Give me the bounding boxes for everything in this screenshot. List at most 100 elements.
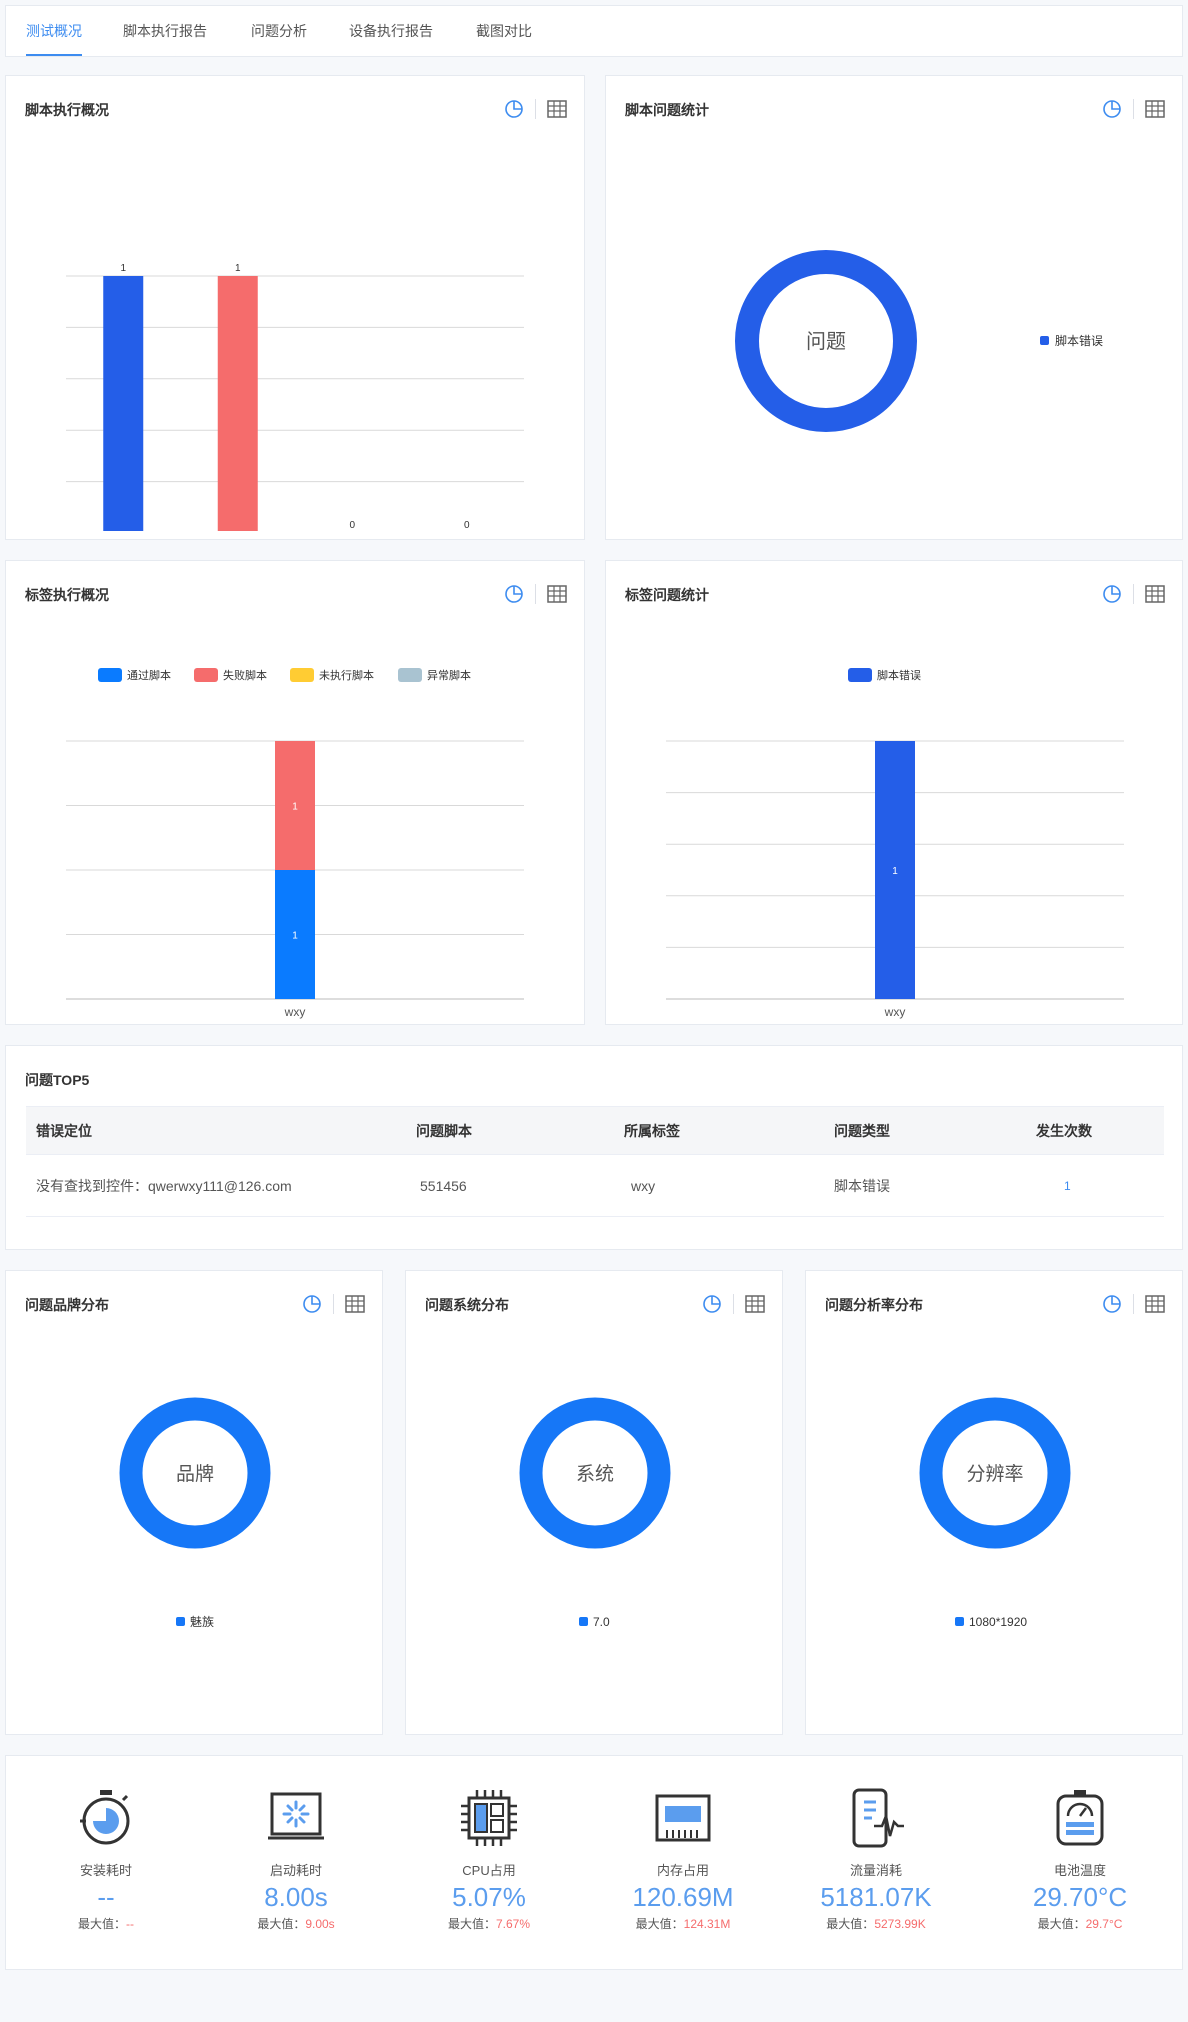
donut-center-label: 系统 <box>576 1463 614 1485</box>
chart-tools <box>701 1293 766 1315</box>
stopwatch-icon <box>80 1790 130 1845</box>
bar <box>217 276 258 531</box>
legend-label: 脚本错误 <box>1055 333 1103 348</box>
column-header: 发生次数 <box>1036 1106 1164 1155</box>
issues-table: 错误定位 问题脚本 所属标签 问题类型 发生次数 没有查找到控件：qwerwxy… <box>26 1106 1164 1217</box>
tab-device-report[interactable]: 设备执行报告 <box>349 23 433 39</box>
donut-center-label: 品牌 <box>176 1463 214 1485</box>
legend-label: 未执行脚本 <box>319 668 374 682</box>
tab-screenshot-compare[interactable]: 截图对比 <box>476 23 532 39</box>
data-label: 1 <box>292 802 298 813</box>
data-label: 1 <box>892 866 898 877</box>
card-title: 问题TOP5 <box>25 1072 90 1088</box>
top5-card: 问题TOP5 错误定位 问题脚本 所属标签 问题类型 发生次数 没有查找到控件：… <box>5 1045 1183 1250</box>
error-location-cell: 没有查找到控件：qwerwxy111@126.com <box>26 1154 406 1217</box>
tab-test-overview[interactable]: 测试概况 <box>26 6 82 56</box>
donut-ring <box>519 1397 671 1549</box>
tab-bar: 测试概况 脚本执行报告 问题分析 设备执行报告 截图对比 <box>5 5 1183 57</box>
metric-cpu-usage: CPU占用 5.07% 最大值：7.67% <box>399 1786 579 1932</box>
chart-tools <box>1101 1293 1166 1315</box>
system-donut: 系统 7.0 <box>519 1397 671 1629</box>
metric-max: 最大值：-- <box>16 1915 196 1932</box>
brand-card: 问题品牌分布 品牌 魅族 <box>5 1270 383 1735</box>
table-view-icon[interactable] <box>1144 98 1166 120</box>
metric-value: 8.00s <box>264 1882 328 1912</box>
bar-segment <box>275 870 315 999</box>
metric-value: -- <box>97 1882 115 1912</box>
pie-chart-icon[interactable] <box>701 1293 723 1315</box>
cpu-chip-icon <box>461 1790 517 1846</box>
metric-label: 启动耗时 <box>269 1863 322 1878</box>
legend-label: 异常脚本 <box>427 668 471 682</box>
occurrence-count-link[interactable]: 1 <box>1036 1154 1164 1217</box>
category-label: wxy <box>284 1005 306 1019</box>
card-title: 问题系统分布 <box>425 1297 509 1313</box>
metric-max: 最大值：9.00s <box>206 1915 386 1932</box>
column-header: 问题类型 <box>826 1106 1036 1155</box>
table-view-icon[interactable] <box>1144 583 1166 605</box>
metric-max: 最大值：7.67% <box>399 1915 579 1932</box>
max-label: 最大值： <box>826 1917 875 1931</box>
tag-stacked-bar-chart: 通过脚本 失败脚本 未执行脚本 异常脚本 1 1 wxy <box>66 668 524 1019</box>
tab-script-report[interactable]: 脚本执行报告 <box>123 23 207 39</box>
tag-overview-card: 标签执行概况 通过脚本 失败脚本 未执行脚本 异常脚本 1 1 wxy <box>5 560 585 1025</box>
table-view-icon[interactable] <box>546 583 568 605</box>
metric-install-time: 安装耗时 -- 最大值：-- <box>16 1786 196 1932</box>
memory-card-icon <box>655 1794 711 1842</box>
pie-chart-icon[interactable] <box>1101 583 1123 605</box>
pie-chart-icon[interactable] <box>1101 1293 1123 1315</box>
column-header: 所属标签 <box>616 1106 826 1155</box>
table-view-icon[interactable] <box>1144 1293 1166 1315</box>
max-value: -- <box>126 1917 134 1931</box>
chart-tools <box>1101 583 1166 605</box>
resolution-card: 问题分析率分布 分辨率 1080*1920 <box>805 1270 1183 1735</box>
donut-ring <box>735 250 917 432</box>
bar <box>103 276 144 531</box>
legend-label: 7.0 <box>593 1615 610 1629</box>
max-value: 124.31M <box>683 1917 731 1931</box>
legend-label: 失败脚本 <box>223 668 267 682</box>
metric-traffic-usage: 流量消耗 5181.07K 最大值：5273.99K <box>786 1786 966 1932</box>
donut-center-label: 分辨率 <box>966 1463 1023 1485</box>
table-view-icon[interactable] <box>546 98 568 120</box>
metric-label: 内存占用 <box>656 1863 709 1878</box>
column-header: 错误定位 <box>26 1106 406 1155</box>
table-view-icon[interactable] <box>744 1293 766 1315</box>
legend-swatch <box>398 668 422 682</box>
max-value: 29.7°C <box>1085 1917 1123 1931</box>
issue-type-cell: 脚本错误 <box>826 1154 1036 1217</box>
metric-max: 最大值：29.7°C <box>990 1915 1170 1932</box>
donut-ring <box>919 1397 1071 1549</box>
pie-chart-icon[interactable] <box>1101 98 1123 120</box>
category-label: wxy <box>884 1005 906 1019</box>
column-header: 问题脚本 <box>406 1106 616 1155</box>
metric-label: 安装耗时 <box>79 1863 132 1878</box>
max-label: 最大值： <box>635 1917 684 1931</box>
pie-chart-icon[interactable] <box>503 583 525 605</box>
script-overview-card: 脚本执行概况 1通过脚本1失败脚本0未执行脚本0异常脚本 <box>5 75 585 540</box>
tag-issue-bar-chart: 脚本错误 1 wxy <box>666 668 1124 1019</box>
card-title: 标签问题统计 <box>625 587 709 603</box>
pie-chart-icon[interactable] <box>301 1293 323 1315</box>
metric-memory-usage: 内存占用 120.69M 最大值：124.31M <box>593 1786 773 1932</box>
resolution-donut: 分辨率 1080*1920 <box>919 1397 1071 1629</box>
system-card: 问题系统分布 系统 7.0 <box>405 1270 783 1735</box>
legend-swatch <box>98 668 122 682</box>
metric-value: 120.69M <box>632 1882 734 1912</box>
metric-launch-time: 启动耗时 8.00s 最大值：9.00s <box>206 1786 386 1932</box>
bar-segment <box>275 741 315 870</box>
tab-issue-analysis[interactable]: 问题分析 <box>251 23 307 39</box>
legend-swatch <box>848 668 872 682</box>
script-issue-card: 脚本问题统计 问题 脚本错误 <box>605 75 1183 540</box>
metric-label: CPU占用 <box>462 1863 516 1878</box>
table-view-icon[interactable] <box>344 1293 366 1315</box>
legend-label: 1080*1920 <box>969 1615 1027 1629</box>
pie-chart-icon[interactable] <box>503 98 525 120</box>
max-label: 最大值： <box>77 1917 126 1931</box>
tool-divider <box>1133 99 1134 119</box>
donut-ring <box>119 1397 271 1549</box>
metric-max: 最大值：124.31M <box>593 1915 773 1932</box>
tag-issue-card: 标签问题统计 脚本错误 1 wxy <box>605 560 1183 1025</box>
legend-swatch <box>290 668 314 682</box>
max-label: 最大值： <box>447 1917 496 1931</box>
